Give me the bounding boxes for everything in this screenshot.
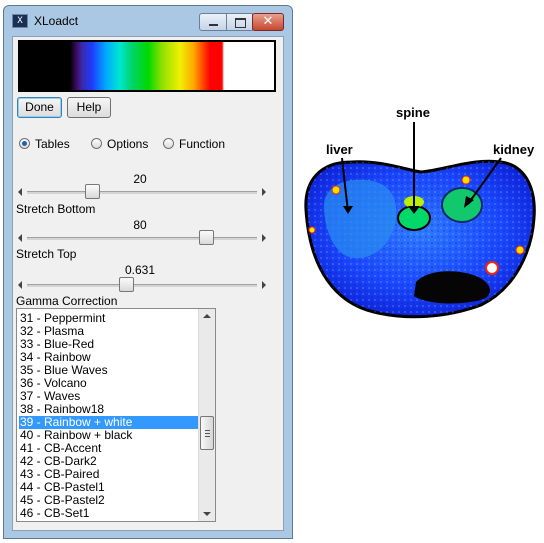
scroll-down-arrow-icon[interactable] (203, 512, 211, 516)
stretch-bottom-value: 20 (133, 172, 147, 186)
scroll-thumb[interactable] (200, 416, 214, 450)
radio-function-label: Function (179, 137, 226, 151)
liver-arrow-head (343, 206, 353, 214)
rib-highlight (308, 226, 316, 234)
list-item[interactable]: 42 - CB-Dark2 (20, 454, 97, 468)
grip-line (205, 436, 210, 437)
stretch-top-label: Stretch Top (16, 247, 77, 261)
radio-function-indicator[interactable] (163, 138, 174, 149)
slider-thumb[interactable] (119, 277, 134, 292)
list-item[interactable]: 32 - Plasma (20, 324, 85, 338)
xloadct-window: X XLoadct ✕ Done Help Tables Options Fun… (3, 5, 293, 539)
done-button[interactable]: Done (17, 97, 62, 118)
list-item[interactable]: 45 - CB-Pastel2 (20, 493, 105, 507)
ct-scan-image (304, 122, 536, 319)
radio-tables-label: Tables (35, 137, 70, 151)
minimize-button[interactable] (199, 13, 227, 31)
title-bar[interactable]: X XLoadct ✕ (4, 6, 292, 36)
list-item[interactable]: 38 - Rainbow18 (20, 402, 105, 416)
dialog-client-area: Done Help Tables Options Function 20 Str… (12, 36, 284, 531)
list-item[interactable]: 35 - Blue Waves (20, 363, 108, 377)
slider-left-arrow-icon[interactable] (18, 281, 22, 289)
slider-right-arrow-icon[interactable] (262, 234, 266, 242)
close-button[interactable]: ✕ (252, 13, 284, 31)
slider-thumb[interactable] (199, 230, 214, 245)
list-item[interactable]: 46 - CB-Set1 (20, 506, 90, 520)
list-scrollbar[interactable] (198, 309, 215, 521)
spine-label: spine (396, 105, 430, 120)
slider-left-arrow-icon[interactable] (18, 188, 22, 196)
color-table-preview (18, 40, 276, 92)
grip-line (205, 433, 210, 434)
maximize-button[interactable] (226, 13, 253, 31)
scroll-up-arrow-icon[interactable] (203, 314, 211, 318)
stretch-top-slider[interactable] (16, 230, 268, 247)
slider-thumb[interactable] (85, 184, 100, 199)
radio-tables-indicator[interactable] (19, 138, 30, 149)
spine-arrow-head (408, 206, 420, 214)
list-item[interactable]: 37 - Waves (20, 389, 81, 403)
list-item[interactable]: 36 - Volcano (20, 376, 87, 390)
stretch-bottom-slider[interactable] (16, 184, 268, 201)
list-item[interactable]: 40 - Rainbow + black (20, 428, 133, 442)
vessel-highlight (485, 261, 499, 275)
kidney-region (441, 187, 483, 223)
gamma-value: 0.631 (124, 263, 156, 277)
gamma-label: Gamma Correction (16, 294, 118, 308)
slider-right-arrow-icon[interactable] (262, 281, 266, 289)
kidney-label: kidney (493, 142, 535, 157)
liver-region (323, 179, 397, 259)
list-item[interactable]: 41 - CB-Accent (20, 441, 102, 455)
rib-highlight (461, 175, 471, 185)
kidney-arrow (467, 157, 502, 205)
slider-track[interactable] (27, 237, 257, 240)
slider-track[interactable] (27, 284, 257, 287)
slider-left-arrow-icon[interactable] (18, 234, 22, 242)
radio-options-indicator[interactable] (91, 138, 102, 149)
slider-track[interactable] (27, 191, 257, 194)
list-item[interactable]: 33 - Blue-Red (20, 337, 95, 351)
app-icon[interactable]: X (12, 14, 28, 28)
liver-arrow (341, 157, 349, 213)
color-table-list[interactable]: 31 - Peppermint 32 - Plasma 33 - Blue-Red 3… (16, 308, 216, 522)
stretch-bottom-label: Stretch Bottom (16, 202, 96, 216)
bowel-region (414, 271, 491, 304)
list-item[interactable]: 39 - Rainbow + white (19, 416, 202, 429)
list-item[interactable]: 31 - Peppermint (20, 311, 106, 325)
window-title: XLoadct (34, 14, 79, 28)
grip-line (205, 430, 210, 431)
list-item[interactable]: 44 - CB-Pastel1 (20, 480, 105, 494)
radio-options-label: Options (107, 137, 149, 151)
stretch-top-value: 80 (133, 218, 147, 232)
kidney-arrow-head (464, 196, 474, 208)
help-button[interactable]: Help (67, 97, 111, 118)
rib-highlight (515, 245, 525, 255)
slider-right-arrow-icon[interactable] (262, 188, 266, 196)
rib-highlight (331, 185, 341, 195)
ct-image-panel: spine liver kidney (296, 100, 544, 330)
maximize-icon (235, 18, 246, 28)
list-item[interactable]: 34 - Rainbow (20, 350, 91, 364)
close-icon: ✕ (262, 14, 274, 29)
liver-label: liver (326, 142, 353, 157)
minimize-icon (209, 24, 218, 26)
list-item[interactable]: 43 - CB-Paired (20, 467, 100, 481)
gamma-slider[interactable] (16, 277, 268, 294)
